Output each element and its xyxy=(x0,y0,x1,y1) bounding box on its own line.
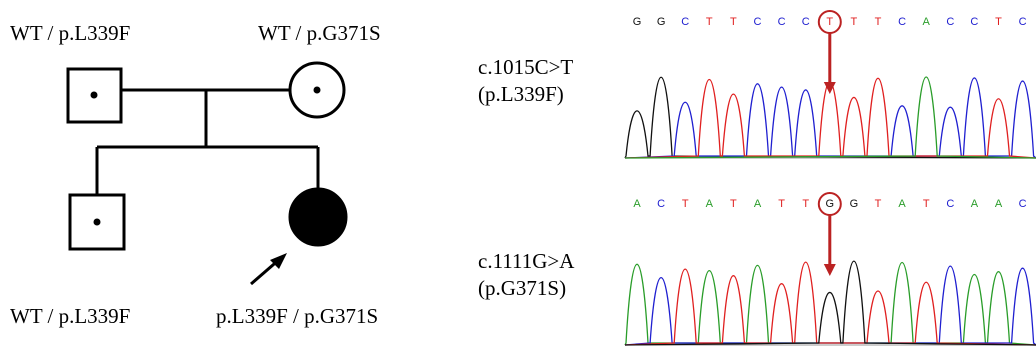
base-call: G xyxy=(826,198,835,210)
figure: WT / p.L339F WT / p.G371S WT / p.L339F p… xyxy=(0,0,1036,351)
carrier-dot xyxy=(91,92,98,99)
base-call: T xyxy=(730,198,737,210)
base-call: C xyxy=(1019,16,1027,28)
base-call: T xyxy=(995,16,1002,28)
base-call: C xyxy=(898,16,906,28)
base-call: A xyxy=(923,16,931,28)
variant-label: c.1111G>A xyxy=(478,249,575,273)
son-label: WT / p.L339F xyxy=(10,304,130,328)
base-call: C xyxy=(657,198,665,210)
variant-label: c.1015C>T xyxy=(478,55,573,79)
protein-label: (p.G371S) xyxy=(478,276,566,300)
base-call: C xyxy=(681,16,689,28)
base-call: A xyxy=(995,198,1003,210)
base-call: C xyxy=(754,16,762,28)
carrier-dot xyxy=(314,87,321,94)
base-call: T xyxy=(730,16,737,28)
proband-label: p.L339F / p.G371S xyxy=(216,304,378,328)
base-call: T xyxy=(826,16,833,28)
base-call: T xyxy=(706,16,713,28)
arrow-head xyxy=(824,264,836,276)
mother-label: WT / p.G371S xyxy=(258,21,381,45)
base-call: C xyxy=(1019,198,1027,210)
father-label: WT / p.L339F xyxy=(10,21,130,45)
base-call: G xyxy=(850,198,859,210)
pedigree xyxy=(68,63,346,284)
base-call: T xyxy=(778,198,785,210)
base-call: C xyxy=(970,16,978,28)
base-call: A xyxy=(898,198,906,210)
base-call: T xyxy=(682,198,689,210)
base-call: C xyxy=(946,16,954,28)
base-call: A xyxy=(754,198,762,210)
base-call: T xyxy=(923,198,930,210)
base-call: T xyxy=(875,16,882,28)
proband-symbol xyxy=(290,189,346,245)
trace xyxy=(625,263,1036,345)
trace xyxy=(625,266,1036,345)
base-call: C xyxy=(778,16,786,28)
base-call: T xyxy=(851,16,858,28)
base-call: G xyxy=(657,16,666,28)
protein-label: (p.L339F) xyxy=(478,82,564,106)
base-call: C xyxy=(802,16,810,28)
base-call: A xyxy=(706,198,714,210)
base-call: G xyxy=(633,16,642,28)
base-call: C xyxy=(946,198,954,210)
base-call: T xyxy=(802,198,809,210)
base-call: A xyxy=(971,198,979,210)
carrier-dot xyxy=(94,219,101,226)
base-call: T xyxy=(875,198,882,210)
base-call: A xyxy=(633,198,641,210)
